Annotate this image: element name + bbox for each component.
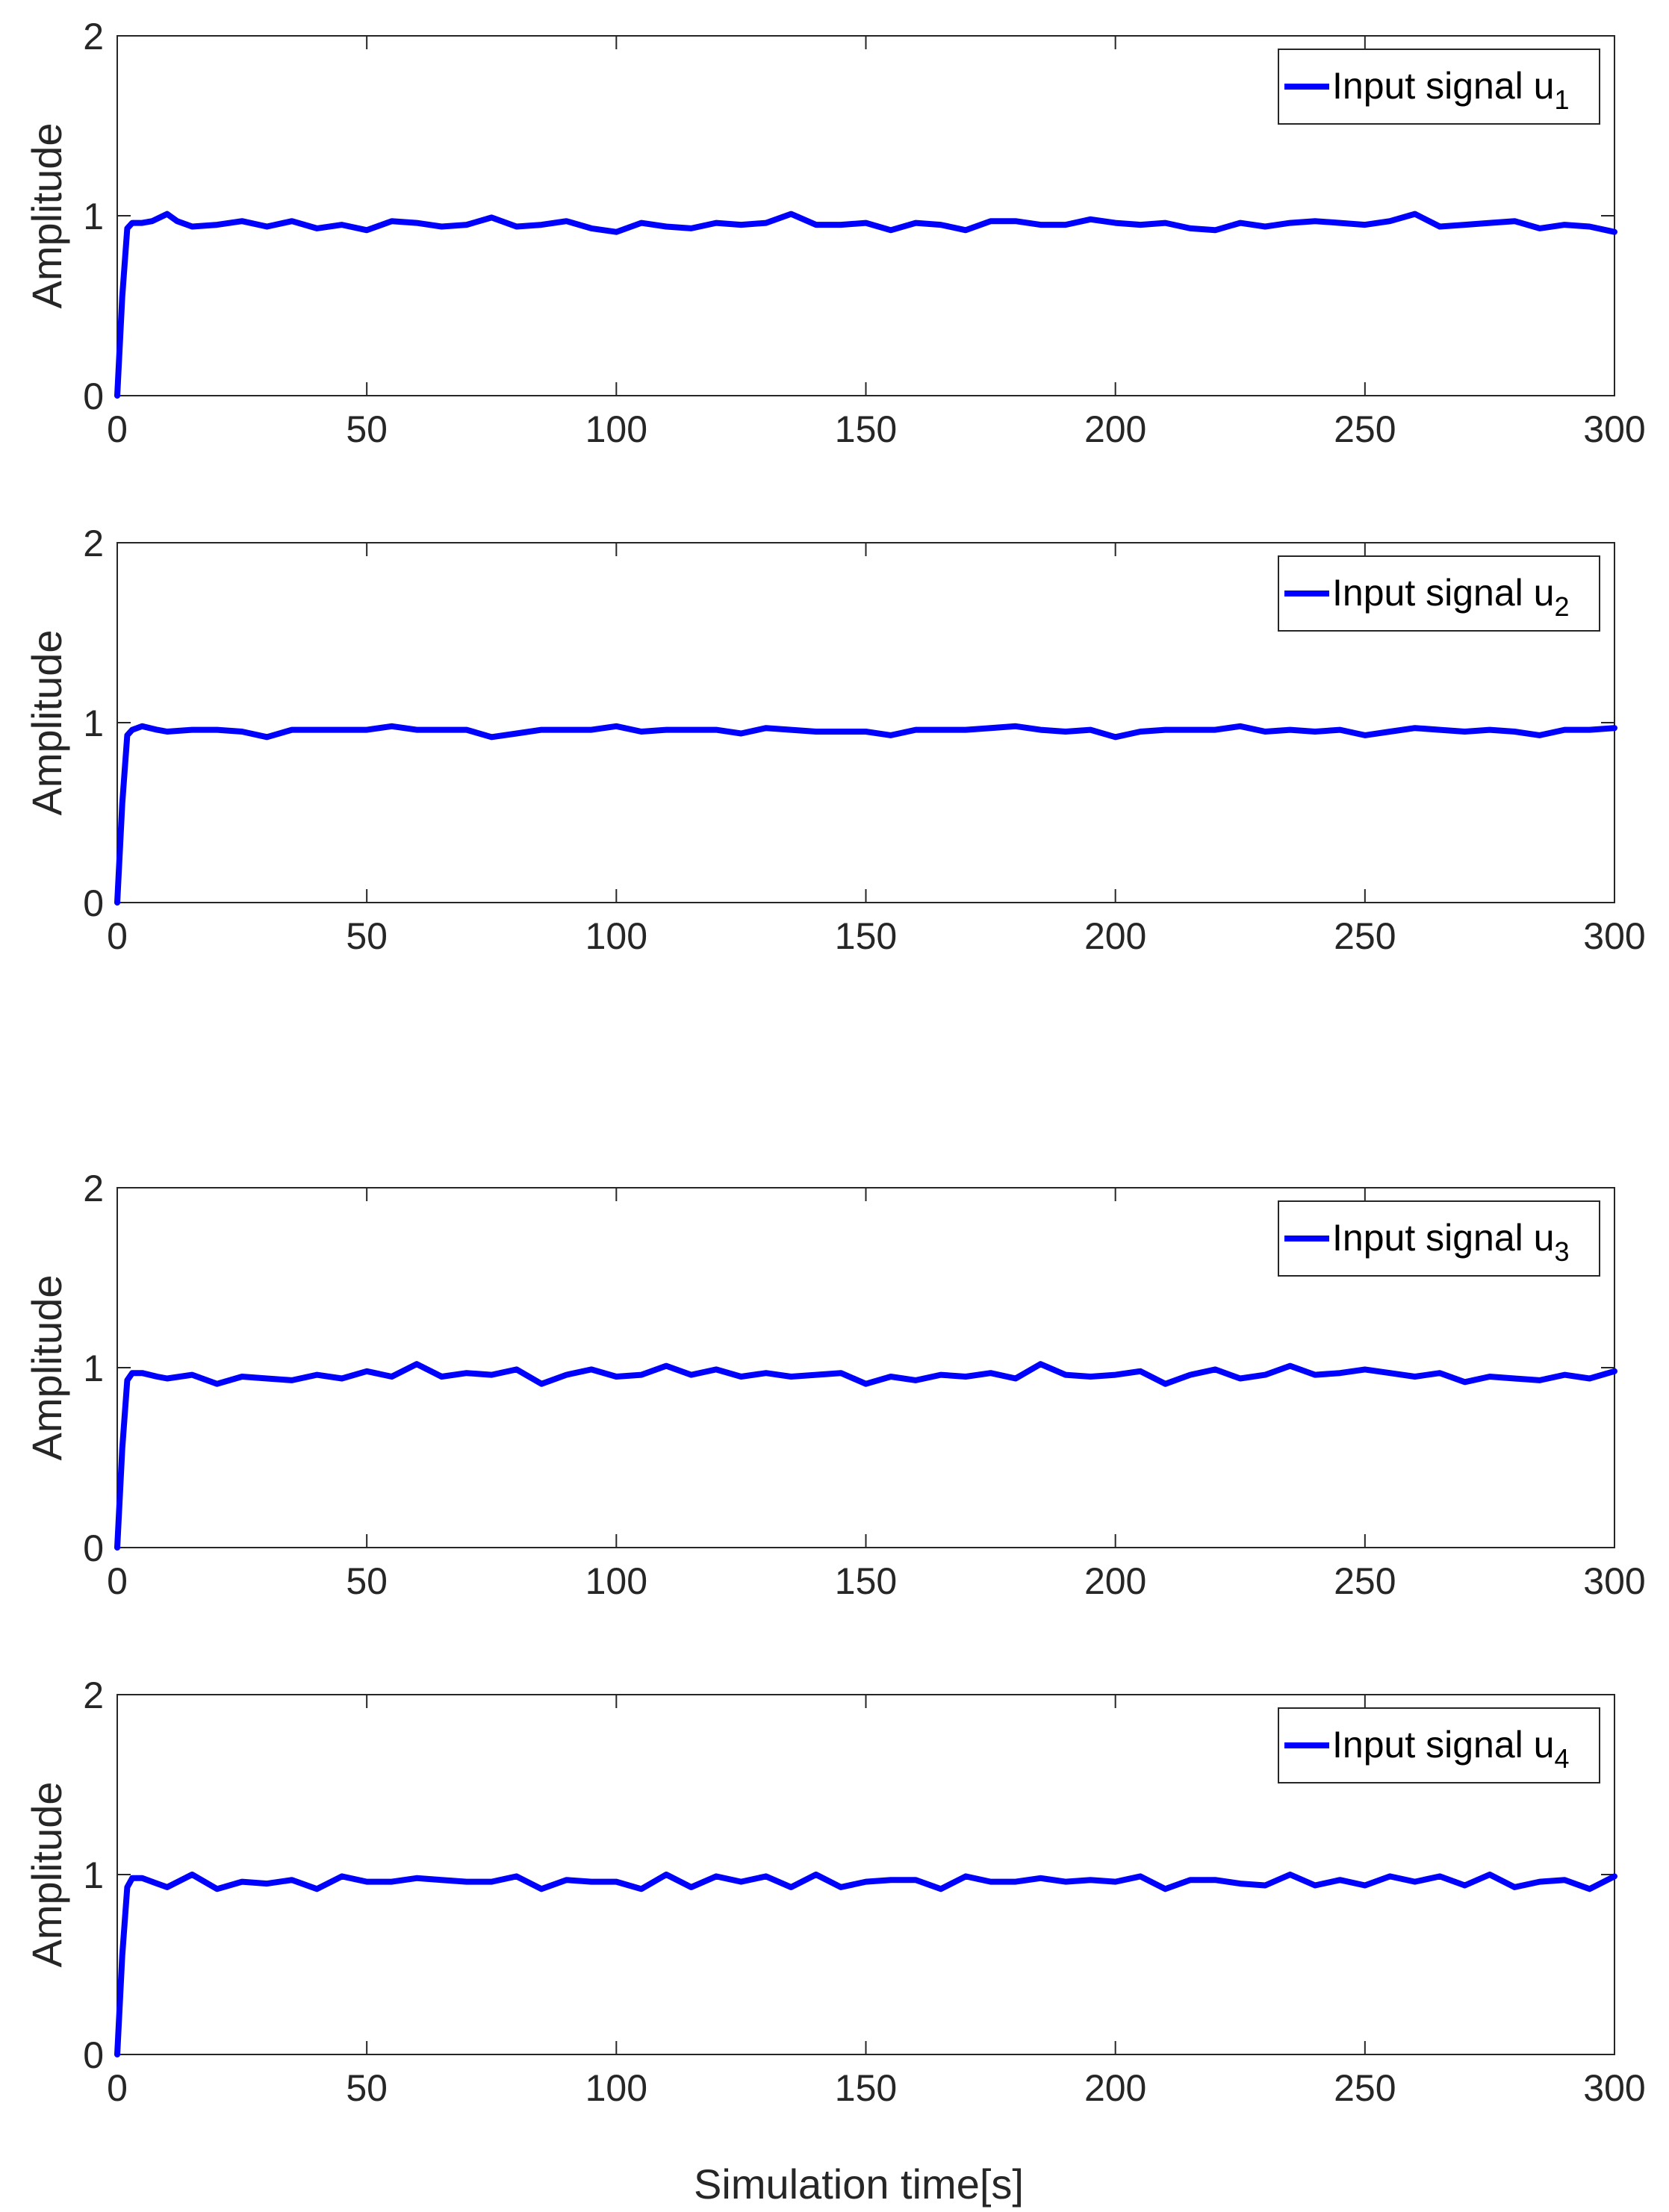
x-tick-label: 0: [107, 408, 128, 450]
legend: Input signal u1: [1278, 49, 1600, 125]
series-line-u4: [114, 1872, 1617, 2057]
x-tick-label: 250: [1334, 1560, 1396, 1602]
series-line-u2: [114, 723, 1617, 906]
legend: Input signal u4: [1278, 1707, 1600, 1783]
y-axis-label: Amplitude: [23, 1781, 70, 1967]
y-tick-label: 2: [83, 1168, 104, 1209]
y-tick-label: 2: [83, 16, 104, 57]
legend-label: Input signal u4: [1332, 1724, 1569, 1774]
x-tick-label: 200: [1084, 1560, 1146, 1602]
x-tick-label: 100: [585, 2067, 647, 2109]
x-tick-label: 300: [1583, 408, 1645, 450]
y-tick-label: 1: [83, 1854, 104, 1896]
x-tick-label: 50: [346, 2067, 388, 2109]
y-axis-label: Amplitude: [23, 629, 70, 815]
legend-box: [1278, 1707, 1600, 1783]
legend-box: [1278, 1200, 1600, 1277]
x-tick-label: 150: [835, 408, 897, 450]
x-tick-label: 100: [585, 1560, 647, 1602]
x-tick-label: 200: [1084, 2067, 1146, 2109]
y-tick-label: 1: [83, 1348, 104, 1389]
legend: Input signal u2: [1278, 555, 1600, 632]
x-tick-label: 100: [585, 915, 647, 957]
x-tick-label: 50: [346, 1560, 388, 1602]
y-axis-label: Amplitude: [23, 122, 70, 308]
x-tick-label: 50: [346, 408, 388, 450]
legend-box: [1278, 555, 1600, 632]
x-tick-label: 250: [1334, 915, 1396, 957]
x-tick-label: 0: [107, 915, 128, 957]
y-tick-label: 1: [83, 702, 104, 744]
legend-label: Input signal u2: [1332, 572, 1569, 622]
x-tick-label: 0: [107, 1560, 128, 1602]
legend-label: Input signal u3: [1332, 1217, 1569, 1267]
y-tick-label: 2: [83, 1674, 104, 1716]
x-tick-label: 50: [346, 915, 388, 957]
legend-label: Input signal u1: [1332, 65, 1569, 115]
x-tick-label: 0: [107, 2067, 128, 2109]
series-line-u1: [114, 211, 1617, 399]
subplot-1: 0 50 100 150 200 250 300 0 1 2 Amplitude Input sign…: [23, 16, 1646, 450]
subplot-3: 0 50 100 150 200 250 300 0 1 2 Amplitude Input sign…: [23, 1168, 1646, 1602]
y-tick-label: 0: [83, 2034, 104, 2076]
y-tick-label: 2: [83, 523, 104, 564]
y-tick-label: 1: [83, 196, 104, 237]
x-tick-label: 300: [1583, 2067, 1645, 2109]
y-axis-label: Amplitude: [23, 1274, 70, 1460]
x-tick-label: 300: [1583, 1560, 1645, 1602]
legend: Input signal u3: [1278, 1200, 1600, 1277]
x-axis-label: Simulation time[s]: [694, 2160, 1024, 2208]
x-tick-label: 300: [1583, 915, 1645, 957]
y-tick-label: 0: [83, 1527, 104, 1569]
y-tick-label: 0: [83, 882, 104, 924]
x-tick-label: 250: [1334, 408, 1396, 450]
x-tick-label: 200: [1084, 915, 1146, 957]
x-tick-label: 150: [835, 2067, 897, 2109]
subplot-2: 0 50 100 150 200 250 300 0 1 2 Amplitude Input sign…: [23, 523, 1646, 957]
x-tick-label: 200: [1084, 408, 1146, 450]
series-line-u3: [114, 1361, 1617, 1551]
x-tick-label: 100: [585, 408, 647, 450]
legend-box: [1278, 49, 1600, 125]
x-tick-label: 250: [1334, 2067, 1396, 2109]
x-tick-label: 150: [835, 1560, 897, 1602]
x-tick-label: 150: [835, 915, 897, 957]
subplot-4: 0 50 100 150 200 250 300 0 1 2 Amplitude Input sign…: [23, 1674, 1646, 2109]
y-tick-label: 0: [83, 376, 104, 417]
